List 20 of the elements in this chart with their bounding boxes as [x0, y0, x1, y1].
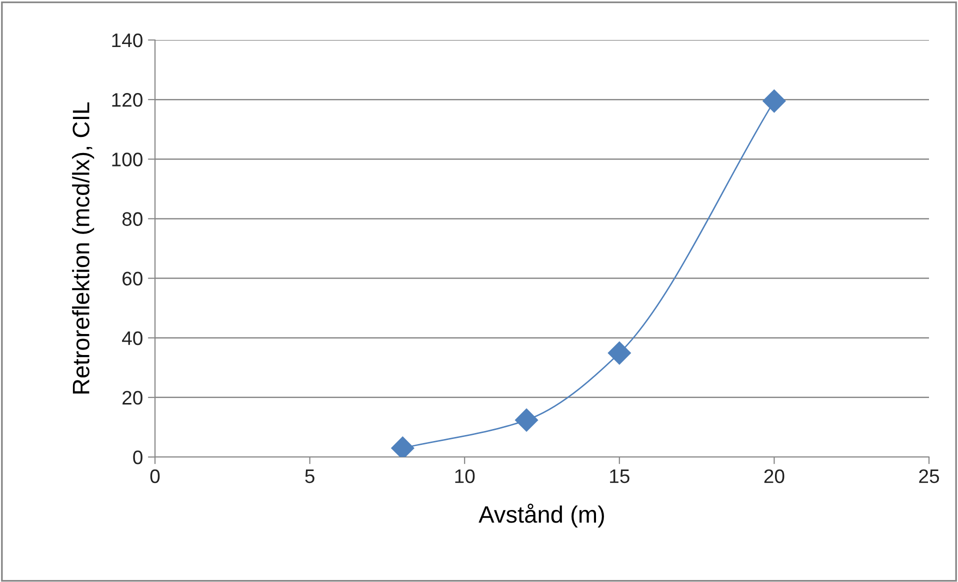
- x-tick-label: 20: [764, 469, 784, 484]
- y-tick-label: 140: [112, 33, 142, 48]
- y-axis-title: Retroreflektion (mcd/lx), CIL: [72, 102, 94, 394]
- x-axis-title: Avstånd (m): [478, 504, 604, 528]
- y-tick-label: 100: [112, 152, 142, 166]
- y-tick-label: 20: [122, 390, 142, 405]
- point: [391, 436, 414, 457]
- y-tick-label: 60: [122, 272, 142, 286]
- y-tick-label: 120: [112, 93, 142, 107]
- y-tick-label: 0: [133, 450, 142, 464]
- x-tick-label: 0: [150, 469, 160, 484]
- point: [762, 90, 786, 113]
- point: [515, 408, 538, 432]
- y-tick-label: 80: [122, 212, 142, 226]
- y-tick-label: 40: [122, 331, 142, 346]
- x-tick-label: 10: [455, 469, 475, 484]
- x-tick-label: 15: [610, 470, 630, 484]
- point: [608, 342, 631, 365]
- x-tick-label: 25: [919, 469, 939, 484]
- x-tick-label: 5: [305, 470, 314, 484]
